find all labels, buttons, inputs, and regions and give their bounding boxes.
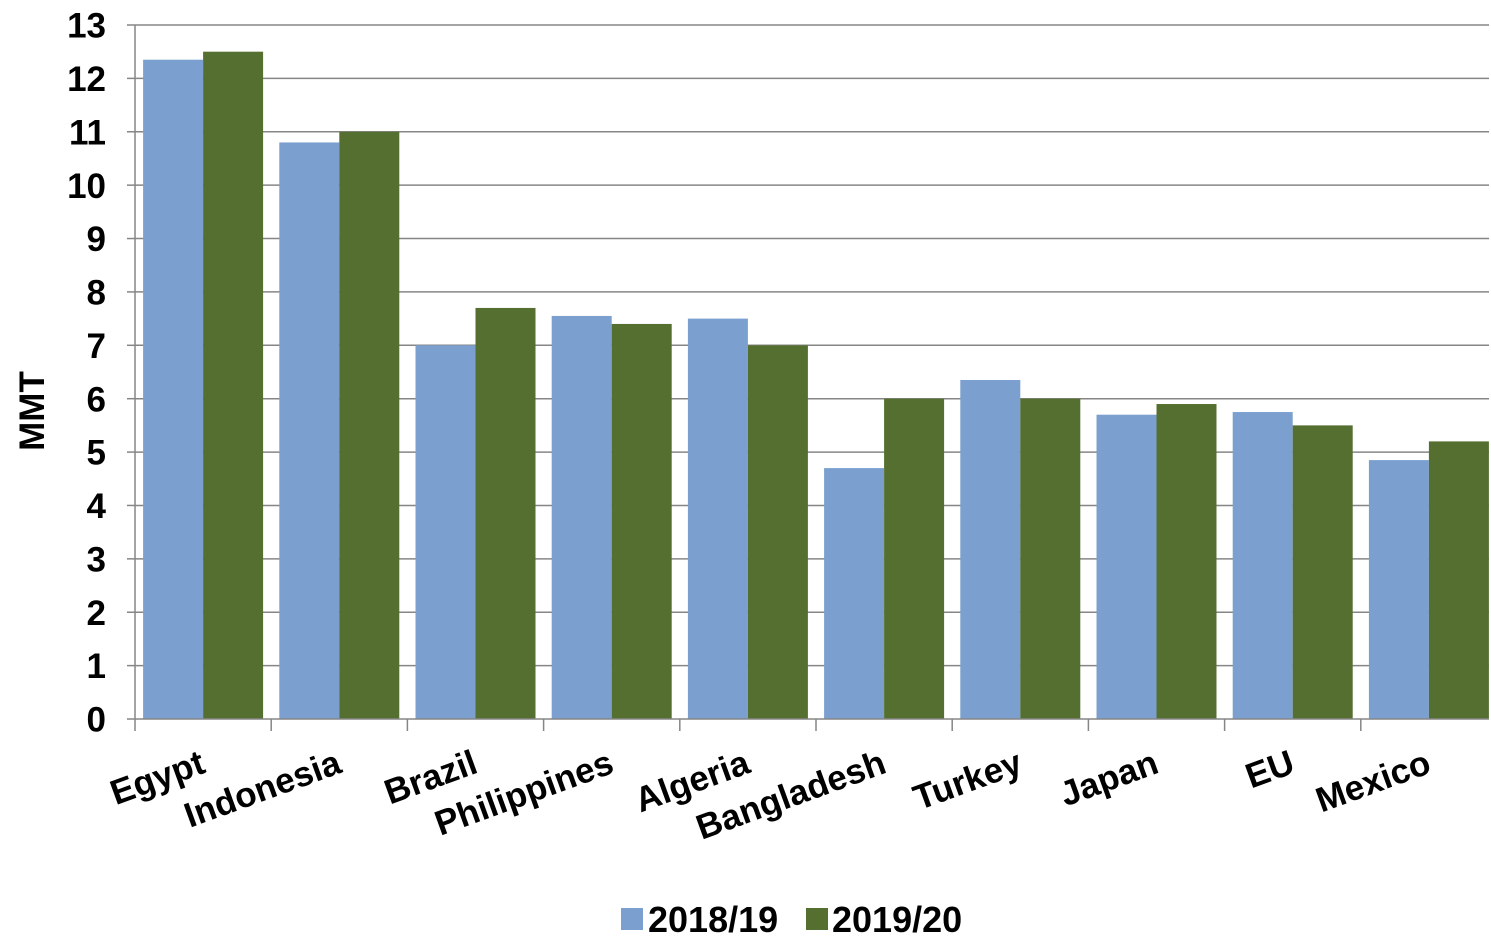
y-tick-label-7: 7 xyxy=(87,327,106,366)
y-tick-label-10: 10 xyxy=(67,167,106,206)
y-tick-label-5: 5 xyxy=(87,434,106,473)
y-axis-label: MMT xyxy=(13,371,52,451)
y-tick-label-9: 9 xyxy=(87,220,106,259)
bar-bangladesh-2018-19 xyxy=(824,468,885,719)
bar-indonesia-2018-19 xyxy=(279,142,340,719)
legend-label-2019-20: 2019/20 xyxy=(832,899,962,938)
y-tick-label-6: 6 xyxy=(87,380,106,419)
legend-swatch-2018-19 xyxy=(621,908,643,930)
bars xyxy=(143,51,1489,719)
bar-mexico-2019-20 xyxy=(1428,441,1489,719)
bar-japan-2019-20 xyxy=(1156,404,1217,719)
y-tick-label-3: 3 xyxy=(87,540,106,579)
bar-turkey-2019-20 xyxy=(1020,398,1081,719)
bar-turkey-2018-19 xyxy=(960,380,1021,719)
x-tick-label-eu: EU xyxy=(1240,743,1299,796)
y-tick-label-11: 11 xyxy=(69,113,106,152)
y-tick-label-8: 8 xyxy=(87,274,106,313)
y-tick-label-13: 13 xyxy=(67,7,106,46)
bar-bangladesh-2019-20 xyxy=(884,398,945,719)
legend-label-2018-19: 2018/19 xyxy=(648,899,778,938)
x-tick-label-japan: Japan xyxy=(1055,743,1163,814)
bar-brazil-2019-20 xyxy=(475,307,536,719)
y-tick-label-1: 1 xyxy=(87,647,106,686)
bar-brazil-2018-19 xyxy=(415,345,476,719)
bar-mexico-2018-19 xyxy=(1368,460,1429,719)
bar-eu-2018-19 xyxy=(1232,412,1293,719)
y-tick-label-2: 2 xyxy=(87,594,106,633)
y-tick-label-0: 0 xyxy=(87,701,106,740)
bar-algeria-2019-20 xyxy=(747,345,808,719)
x-tick-label-turkey: Turkey xyxy=(908,743,1027,818)
bar-eu-2019-20 xyxy=(1292,425,1353,719)
legend: 2018/19 2019/20 xyxy=(621,899,962,938)
bar-egypt-2018-19 xyxy=(143,59,204,719)
x-tick-label-mexico: Mexico xyxy=(1311,743,1436,820)
y-tick-label-4: 4 xyxy=(87,487,107,526)
bar-japan-2018-19 xyxy=(1096,414,1157,719)
bar-philippines-2018-19 xyxy=(551,315,612,719)
x-tick-label-indonesia: Indonesia xyxy=(179,743,346,836)
bar-algeria-2018-19 xyxy=(687,318,748,719)
axes xyxy=(127,24,1489,731)
y-tick-label-12: 12 xyxy=(67,60,106,99)
legend-swatch-2019-20 xyxy=(806,908,828,930)
bar-philippines-2019-20 xyxy=(611,323,672,719)
bar-egypt-2019-20 xyxy=(203,51,264,719)
bar-indonesia-2019-20 xyxy=(339,131,400,719)
